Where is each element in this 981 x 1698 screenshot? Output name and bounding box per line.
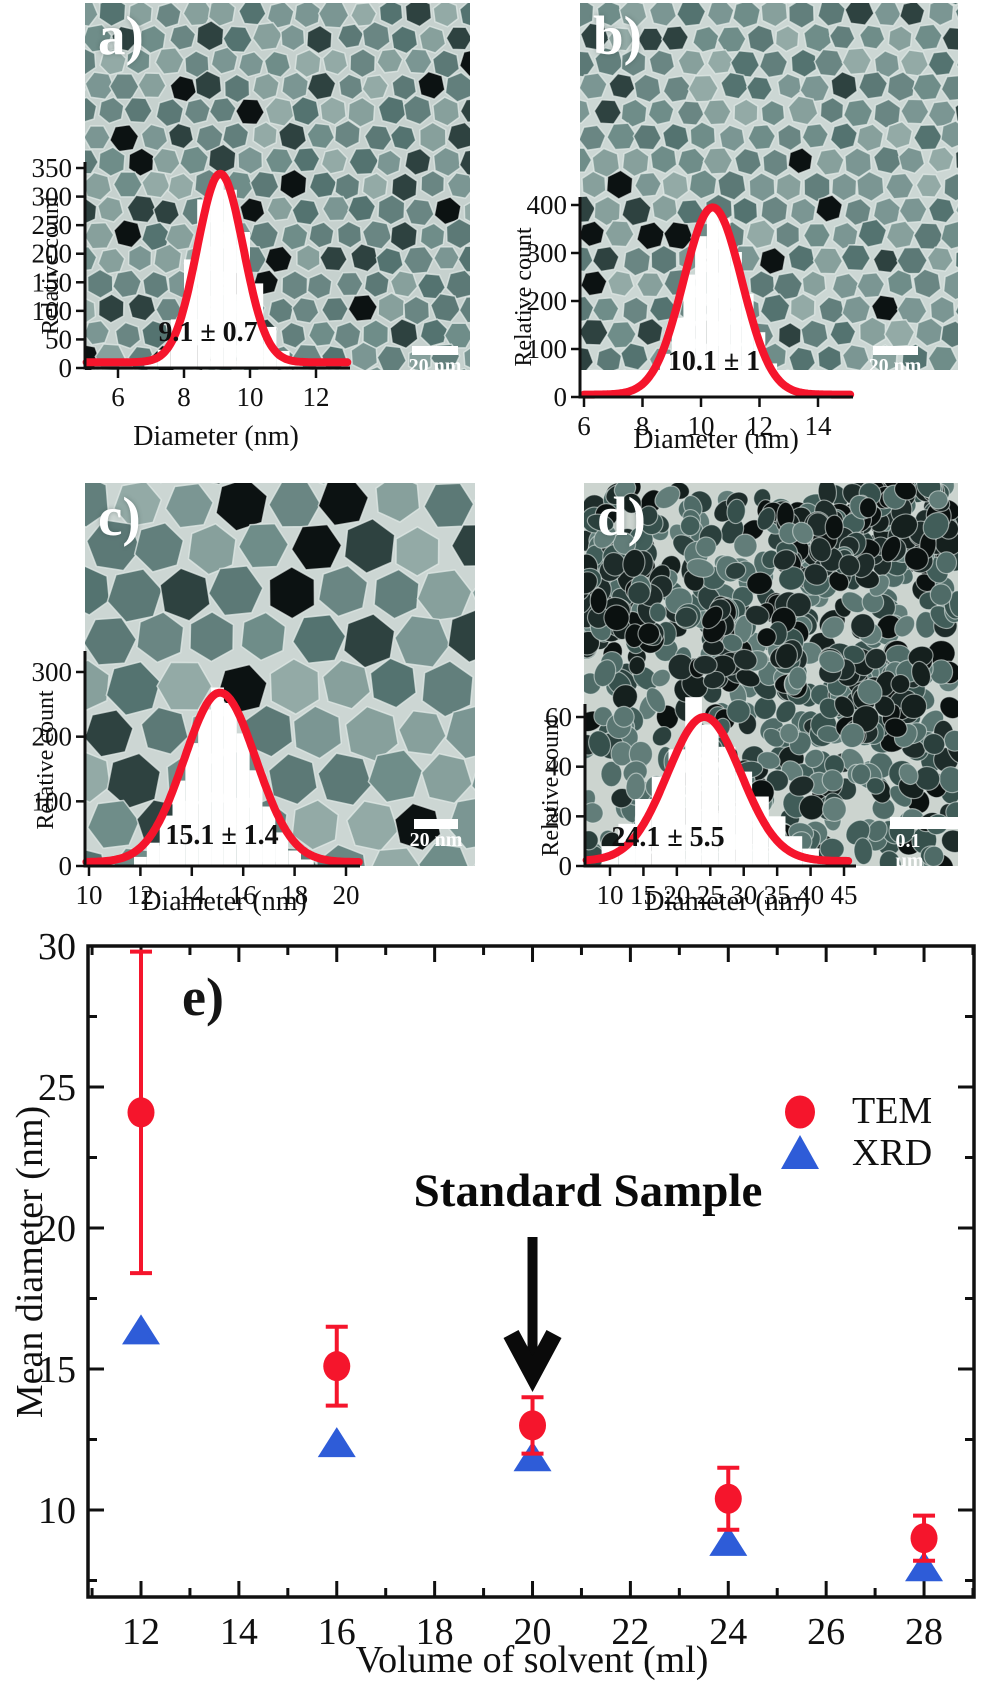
scalebar-text-b: 20 nm [868,355,922,377]
ylabel-d: Relative count [538,717,564,857]
scalebar-text-a: 20 nm [408,355,462,377]
panel-label-b: b) [593,5,642,66]
svg-text:10: 10 [237,382,264,412]
svg-text:0: 0 [554,382,568,412]
ylabel-c: Relative count [33,690,59,830]
svg-text:14: 14 [805,411,833,441]
xrd-series [122,1314,944,1582]
svg-text:12: 12 [122,1611,160,1653]
svg-text:10: 10 [76,880,103,910]
xlabel-c: Diameter (nm) [141,886,307,917]
xlabel-e: Volume of solvent (ml) [355,1639,709,1681]
scalebar-text-c: 20 nm [409,829,463,851]
mean-annotation-d: 24.1 ± 5.5 [611,822,725,853]
xlabel-a: Diameter (nm) [133,421,299,452]
svg-text:0: 0 [59,353,73,383]
mean-annotation-c: 15.1 ± 1.4 [165,820,279,851]
svg-text:300: 300 [32,657,73,687]
ylabel-e: Mean diameter (nm) [9,1105,51,1419]
mean-annotation-b: 10.1 ± 1 [667,346,761,377]
xlabel-d: Diameter (nm) [644,886,810,917]
scalebar-b [873,346,918,355]
svg-text:0: 0 [59,851,73,881]
svg-text:6: 6 [577,411,591,441]
svg-text:6: 6 [111,382,125,412]
ylabel-a: Relative count [38,195,64,335]
tem-error-bars [130,949,936,1563]
svg-text:10: 10 [38,1490,76,1532]
legend-label-xrd: XRD [852,1132,933,1174]
svg-text:20: 20 [333,880,360,910]
svg-text:24: 24 [709,1611,747,1653]
ylabel-b: Relative count [511,227,537,367]
legend-label-tem: TEM [852,1090,933,1132]
svg-text:16: 16 [318,1611,356,1653]
scalebar-c [414,819,458,829]
svg-text:12: 12 [303,382,330,412]
svg-text:8: 8 [177,382,191,412]
mean-annotation-a: 9.1 ± 0.7 [158,317,258,348]
xlabel-b: Diameter (nm) [633,424,799,455]
svg-text:25: 25 [38,1067,76,1109]
panel-label-e: e) [182,967,224,1027]
svg-text:26: 26 [807,1611,845,1653]
legend-triangle-xrd [781,1135,819,1169]
svg-text:45: 45 [831,880,858,910]
panel-label-d: d) [597,486,646,547]
svg-text:10: 10 [597,880,624,910]
standard-sample-annotation: Standard Sample [413,1165,763,1217]
legend-markers [781,1095,819,1169]
panel-label-a: a) [98,5,144,66]
svg-text:14: 14 [220,1611,258,1653]
svg-text:400: 400 [527,190,568,220]
scalebar-text-d: 0.1 μm [895,830,924,872]
legend-circle-tem [785,1095,815,1129]
tem-micrograph-c [85,483,475,866]
panel-label-c: c) [98,486,141,547]
svg-text:350: 350 [32,153,73,183]
svg-text:30: 30 [38,926,76,968]
scalebar-d [890,817,958,829]
scalebar-a [412,346,458,355]
svg-text:28: 28 [905,1611,943,1653]
annotation-arrow [503,1237,562,1392]
